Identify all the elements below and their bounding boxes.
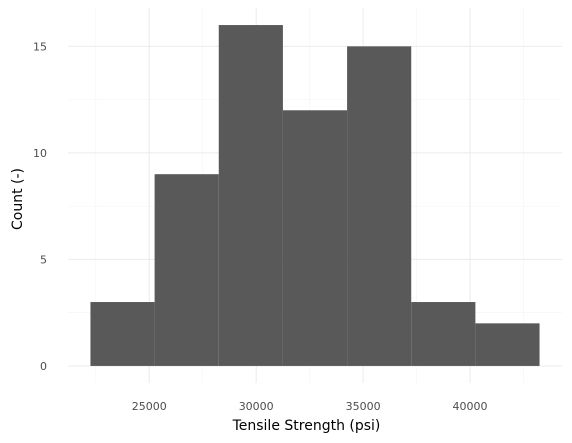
y-tick-label: 5 [40, 253, 47, 266]
x-tick-label: 35000 [346, 400, 381, 413]
x-tick-label: 40000 [453, 400, 488, 413]
histogram-bar [218, 25, 283, 366]
x-tick-label: 25000 [132, 400, 167, 413]
y-tick-label: 15 [33, 40, 47, 53]
histogram-bar [411, 302, 476, 366]
histogram-bar [347, 46, 412, 366]
x-axis-title: Tensile Strength (psi) [232, 418, 381, 434]
histogram-bar [282, 110, 348, 366]
histogram-bar [154, 174, 219, 366]
x-tick-labels: 25000 30000 35000 40000 [132, 400, 488, 413]
y-tick-label: 10 [33, 147, 47, 160]
x-tick-label: 30000 [239, 400, 274, 413]
y-tick-labels: 0 5 10 15 [33, 40, 47, 373]
y-tick-label: 0 [40, 360, 47, 373]
histogram-bars [90, 25, 540, 366]
histogram-bar [90, 302, 155, 366]
y-axis-title: Count (-) [10, 168, 26, 230]
histogram-bar [475, 323, 540, 366]
